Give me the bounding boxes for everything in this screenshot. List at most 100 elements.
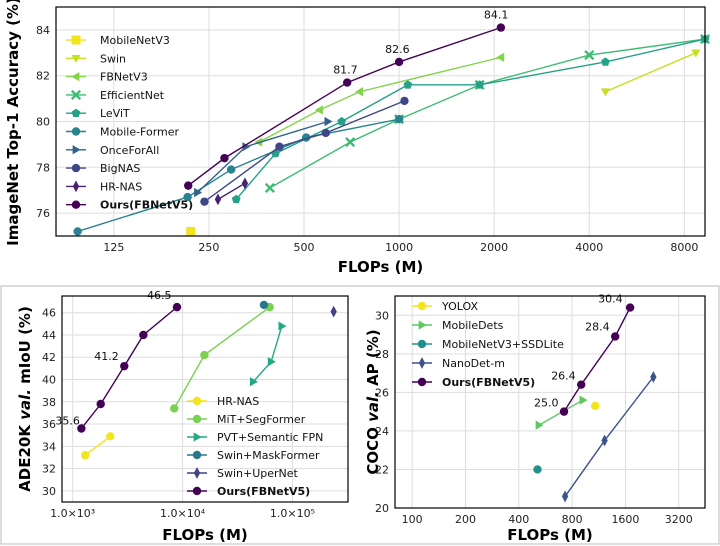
ade-legend-label: MiT+SegFormer	[217, 413, 306, 426]
coco-data-label: 30.4	[598, 293, 623, 306]
ade-ytick-label: 30	[42, 485, 56, 498]
coco-y-axis-title: COCO val. AP (%)	[364, 329, 382, 474]
top-x-axis-title: FLOPs (M)	[338, 258, 424, 276]
ade-series-ours-fbnetv5-	[77, 302, 182, 433]
coco-data-point	[579, 395, 588, 405]
top-data-point	[73, 227, 82, 236]
ade-xtick-label: 1.0×10⁴	[160, 507, 206, 520]
ade-data-point	[267, 357, 276, 367]
coco-xtick-label: 1600	[611, 513, 639, 526]
top-data-point	[496, 23, 506, 32]
ade-series-swin-maskformer	[259, 300, 269, 310]
top-legend-marker	[72, 180, 80, 193]
top-data-point	[600, 88, 611, 97]
top-series-bignas	[200, 96, 409, 206]
ade-xtick-label: 1.0×10³	[50, 507, 95, 520]
ade-grid	[62, 296, 348, 502]
top-series-fbnetv3	[254, 52, 505, 147]
ade-legend-label: Ours(FBNetV5)	[217, 485, 310, 498]
top-xtick-label: 500	[294, 241, 315, 254]
top-data-point	[231, 194, 241, 204]
ade-legend-label: PVT+Semantic FPN	[217, 431, 323, 444]
ade-chart: 30 32 34 36 38 40 42 44 46 1.0×10³ 1.0×10⁴ 1.0×10⁵ 3…	[16, 289, 349, 544]
coco-legend-label: NanoDet-m	[442, 357, 505, 370]
ade-legend: HR-NAS MiT+SegFormer PVT+Semantic FPN Swin+…	[187, 395, 323, 498]
top-data-point	[394, 115, 404, 124]
top-xtick-label: 250	[198, 241, 219, 254]
top-xtick-label: 1000	[385, 241, 413, 254]
ade-ytick-label: 38	[42, 396, 56, 409]
ade-data-point	[170, 404, 179, 413]
coco-series-mobilenetv3-ssdlite	[533, 465, 542, 474]
top-xtick-label: 4000	[575, 241, 603, 254]
coco-ytick-label: 20	[375, 502, 389, 515]
ade-xtick-label: 1.0×10⁵	[270, 507, 315, 520]
top-legend-label: Mobile-Former	[100, 126, 180, 139]
y-axis-title-part: COCO	[364, 422, 382, 475]
y-axis-title-part: mIoU (%)	[16, 306, 34, 389]
coco-xtick-label: 800	[562, 513, 583, 526]
top-series-ours-fbnetv5-	[184, 23, 506, 190]
top-legend: MobileNetV3 Swin FBNetV3 EfficientNet LeViT M…	[66, 34, 193, 212]
ade-data-point	[96, 399, 105, 409]
ade-legend-marker	[193, 467, 201, 479]
coco-legend-label: MobileDets	[442, 319, 504, 332]
ade-ytick-label: 44	[42, 329, 56, 342]
top-data-point	[314, 105, 323, 115]
ade-legend-marker	[192, 450, 202, 460]
top-data-point	[355, 87, 363, 97]
top-y-axis-title: ImageNet Top-1 Accuracy (%)	[4, 0, 22, 246]
top-data-point	[403, 80, 413, 89]
top-data-point	[345, 137, 356, 148]
coco-legend-marker	[417, 339, 427, 349]
ade-legend-label: Swin+UperNet	[217, 467, 299, 480]
coco-data-label: 26.4	[551, 370, 576, 383]
top-series-levit	[231, 34, 710, 204]
ade-series-swin-upernet	[330, 305, 337, 318]
top-xtick-label: 125	[103, 241, 124, 254]
ade-data-label: 35.6	[55, 415, 80, 428]
ade-data-point	[139, 330, 148, 340]
ade-ytick-label: 32	[42, 463, 56, 476]
coco-data-label: 28.4	[585, 320, 610, 333]
ade-data-point	[249, 377, 258, 387]
coco-data-point	[625, 303, 635, 312]
top-legend-marker	[71, 71, 80, 82]
ade-legend-marker	[192, 396, 202, 406]
top-data-point	[691, 49, 701, 58]
top-data-point	[324, 116, 333, 127]
ade-data-point	[77, 424, 86, 433]
top-data-point	[394, 57, 404, 67]
ade-series-line	[84, 435, 111, 456]
ade-plot-frame	[61, 295, 349, 503]
top-data-point	[337, 116, 347, 126]
top-legend-label: MobileNetV3	[100, 34, 170, 47]
top-legend-marker	[70, 89, 82, 100]
top-data-point	[400, 96, 409, 106]
ade-legend-marker	[193, 432, 202, 442]
coco-series-ours-fbnetv5-	[559, 303, 635, 416]
top-chart: 76 78 80 82 84 125 250 500 1000 2000 4000 8000 81.7 8…	[4, 0, 711, 276]
top-ytick-label: 78	[36, 161, 50, 174]
top-series-mobile-former	[73, 115, 404, 236]
y-axis-title-part: val.	[16, 389, 34, 420]
coco-legend: YOLOX MobileDets MobileNetV3+SSDLite NanoDe…	[412, 300, 564, 389]
top-data-point	[226, 165, 236, 174]
coco-data-point	[610, 332, 620, 341]
coco-legend-marker	[418, 320, 427, 330]
coco-legend-marker	[417, 377, 427, 387]
top-legend-marker	[71, 200, 81, 209]
coco-chart: 20 22 24 26 28 30 100 200 400 800 1600 3200 25.0 26.4…	[364, 293, 706, 544]
coco-ytick-label: 28	[375, 348, 389, 361]
coco-ytick-label: 30	[375, 309, 389, 322]
top-data-point	[496, 52, 505, 62]
top-data-point	[584, 50, 595, 61]
ade-data-point	[200, 350, 209, 360]
y-axis-title-part: ADE20K	[16, 420, 34, 492]
coco-legend-label: MobileNetV3+SSDLite	[442, 338, 564, 351]
top-ytick-label: 80	[36, 116, 50, 129]
top-series-mobilenetv3	[186, 226, 196, 236]
coco-legend-label: Ours(FBNetV5)	[442, 376, 535, 389]
ade-ytick-label: 46	[42, 307, 56, 320]
ade-data-label: 41.2	[94, 350, 119, 363]
